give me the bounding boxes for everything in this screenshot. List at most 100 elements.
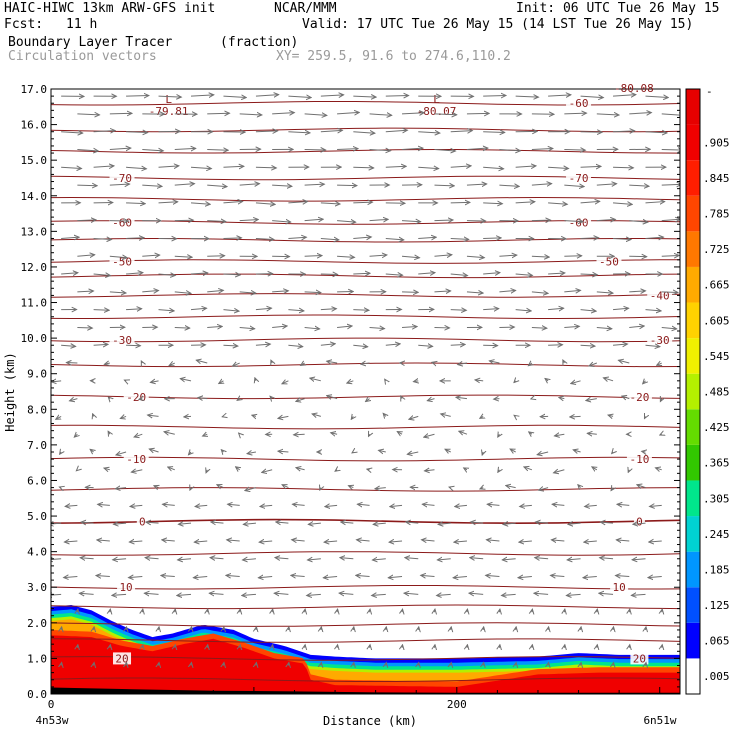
corner-minimum-label: -80.08 xyxy=(614,82,654,95)
isotherm-label: 10 xyxy=(613,581,626,594)
circulation-vector xyxy=(424,434,435,437)
circulation-vector xyxy=(110,645,111,648)
circulation-vector xyxy=(629,609,630,612)
circulation-vector xyxy=(584,541,597,542)
circulation-vector xyxy=(168,467,175,470)
circulation-vector xyxy=(357,504,370,505)
circulation-vector xyxy=(323,577,338,578)
isotherm-label: -10 xyxy=(126,453,146,466)
circulation-vector xyxy=(564,290,580,291)
circulation-vector xyxy=(402,609,403,612)
colorbar-label: .845 xyxy=(703,172,730,185)
circulation-vector xyxy=(80,558,94,559)
circulation-vector xyxy=(592,467,597,470)
circulation-vector xyxy=(486,540,500,541)
circulation-vector xyxy=(304,114,327,115)
circulation-vector xyxy=(499,150,520,151)
circulation-vector xyxy=(104,363,110,364)
circulation-vector xyxy=(353,132,375,133)
colorbar-swatch xyxy=(686,622,700,659)
circulation-vector xyxy=(159,663,160,666)
circulation-vector xyxy=(320,238,339,239)
circulation-vector xyxy=(437,559,451,560)
circulation-vector xyxy=(288,310,304,311)
isotherm-line xyxy=(51,487,680,492)
circulation-vector xyxy=(207,645,208,648)
circulation-vector xyxy=(370,645,371,648)
circulation-vector xyxy=(499,645,500,648)
isotherm-label: -20 xyxy=(126,391,146,404)
circulation-vector xyxy=(655,468,662,470)
circulation-vector xyxy=(61,273,78,274)
circulation-vector xyxy=(158,202,178,203)
circulation-vector xyxy=(503,523,516,524)
isotherm-line xyxy=(51,551,680,556)
circulation-vector xyxy=(93,414,94,417)
circulation-vector xyxy=(464,468,467,470)
circulation-vector xyxy=(175,609,176,612)
circulation-vector xyxy=(401,221,421,222)
low-marker: L xyxy=(165,93,172,106)
circulation-vector xyxy=(81,522,94,523)
circulation-vector xyxy=(126,167,146,168)
circulation-vector xyxy=(515,202,535,203)
circulation-vector xyxy=(74,434,77,437)
circulation-vector xyxy=(108,397,110,399)
circulation-vector xyxy=(145,558,159,559)
circulation-vector xyxy=(282,381,289,384)
y-tick-label: 2.0 xyxy=(27,617,47,630)
circulation-vector xyxy=(288,345,302,346)
circulation-vector xyxy=(126,273,143,274)
circulation-vector xyxy=(158,310,175,311)
circulation-vector xyxy=(108,431,110,434)
circulation-vector xyxy=(475,380,484,381)
circulation-vector xyxy=(239,327,255,328)
circulation-vector xyxy=(515,310,532,311)
circulation-vector xyxy=(149,449,159,452)
circulation-vector xyxy=(256,663,257,666)
circulation-vector xyxy=(366,399,370,402)
circulation-vector xyxy=(515,96,539,97)
circulation-vector xyxy=(252,415,256,416)
circulation-vector xyxy=(612,452,613,453)
circulation-vector xyxy=(162,540,175,541)
circulation-vector xyxy=(206,470,207,473)
circulation-vector xyxy=(657,363,662,365)
isotherm-label-bg xyxy=(647,333,673,346)
circulation-vector xyxy=(370,609,371,612)
circulation-vector xyxy=(616,575,630,576)
circulation-vector xyxy=(483,663,484,666)
y-axis: 0.0 1.0 2.0 3.0 4.0 5.0 6.0 7.0 8.0 9.0 10.0 11.0 12… xyxy=(21,83,680,701)
circulation-vector xyxy=(466,292,483,293)
circulation-vector xyxy=(341,522,354,523)
circulation-vector xyxy=(456,397,468,398)
circulation-vector xyxy=(531,148,553,149)
y-tick-label: 16.0 xyxy=(21,119,48,132)
circulation-vector xyxy=(304,150,326,151)
circulation-vector xyxy=(661,150,680,151)
y-tick-label: 4.0 xyxy=(27,546,47,559)
circulation-vector xyxy=(223,274,240,275)
circulation-vector xyxy=(367,469,370,470)
circulation-vector xyxy=(352,452,353,453)
circulation-vector xyxy=(589,363,597,366)
circulation-vector xyxy=(255,378,256,381)
isotherm-label-bg xyxy=(626,390,652,403)
circulation-vector xyxy=(320,203,340,204)
circulation-vector xyxy=(194,541,208,542)
circulation-vector xyxy=(385,379,386,381)
circulation-vector xyxy=(516,663,517,666)
circulation-vector xyxy=(631,594,646,595)
circulation-vector xyxy=(407,452,419,454)
circulation-vector xyxy=(113,559,127,560)
circulation-vector xyxy=(645,345,660,346)
circulation-vector xyxy=(483,627,484,630)
colorbar-label: .605 xyxy=(703,314,730,327)
circulation-vector xyxy=(450,238,469,239)
circulation-vector xyxy=(531,256,549,257)
circulation-vector xyxy=(61,167,81,168)
circulation-vector xyxy=(247,452,257,454)
circulation-vector xyxy=(353,96,376,97)
organization-label: NCAR/MMM xyxy=(274,1,337,16)
circulation-vector xyxy=(327,396,338,399)
